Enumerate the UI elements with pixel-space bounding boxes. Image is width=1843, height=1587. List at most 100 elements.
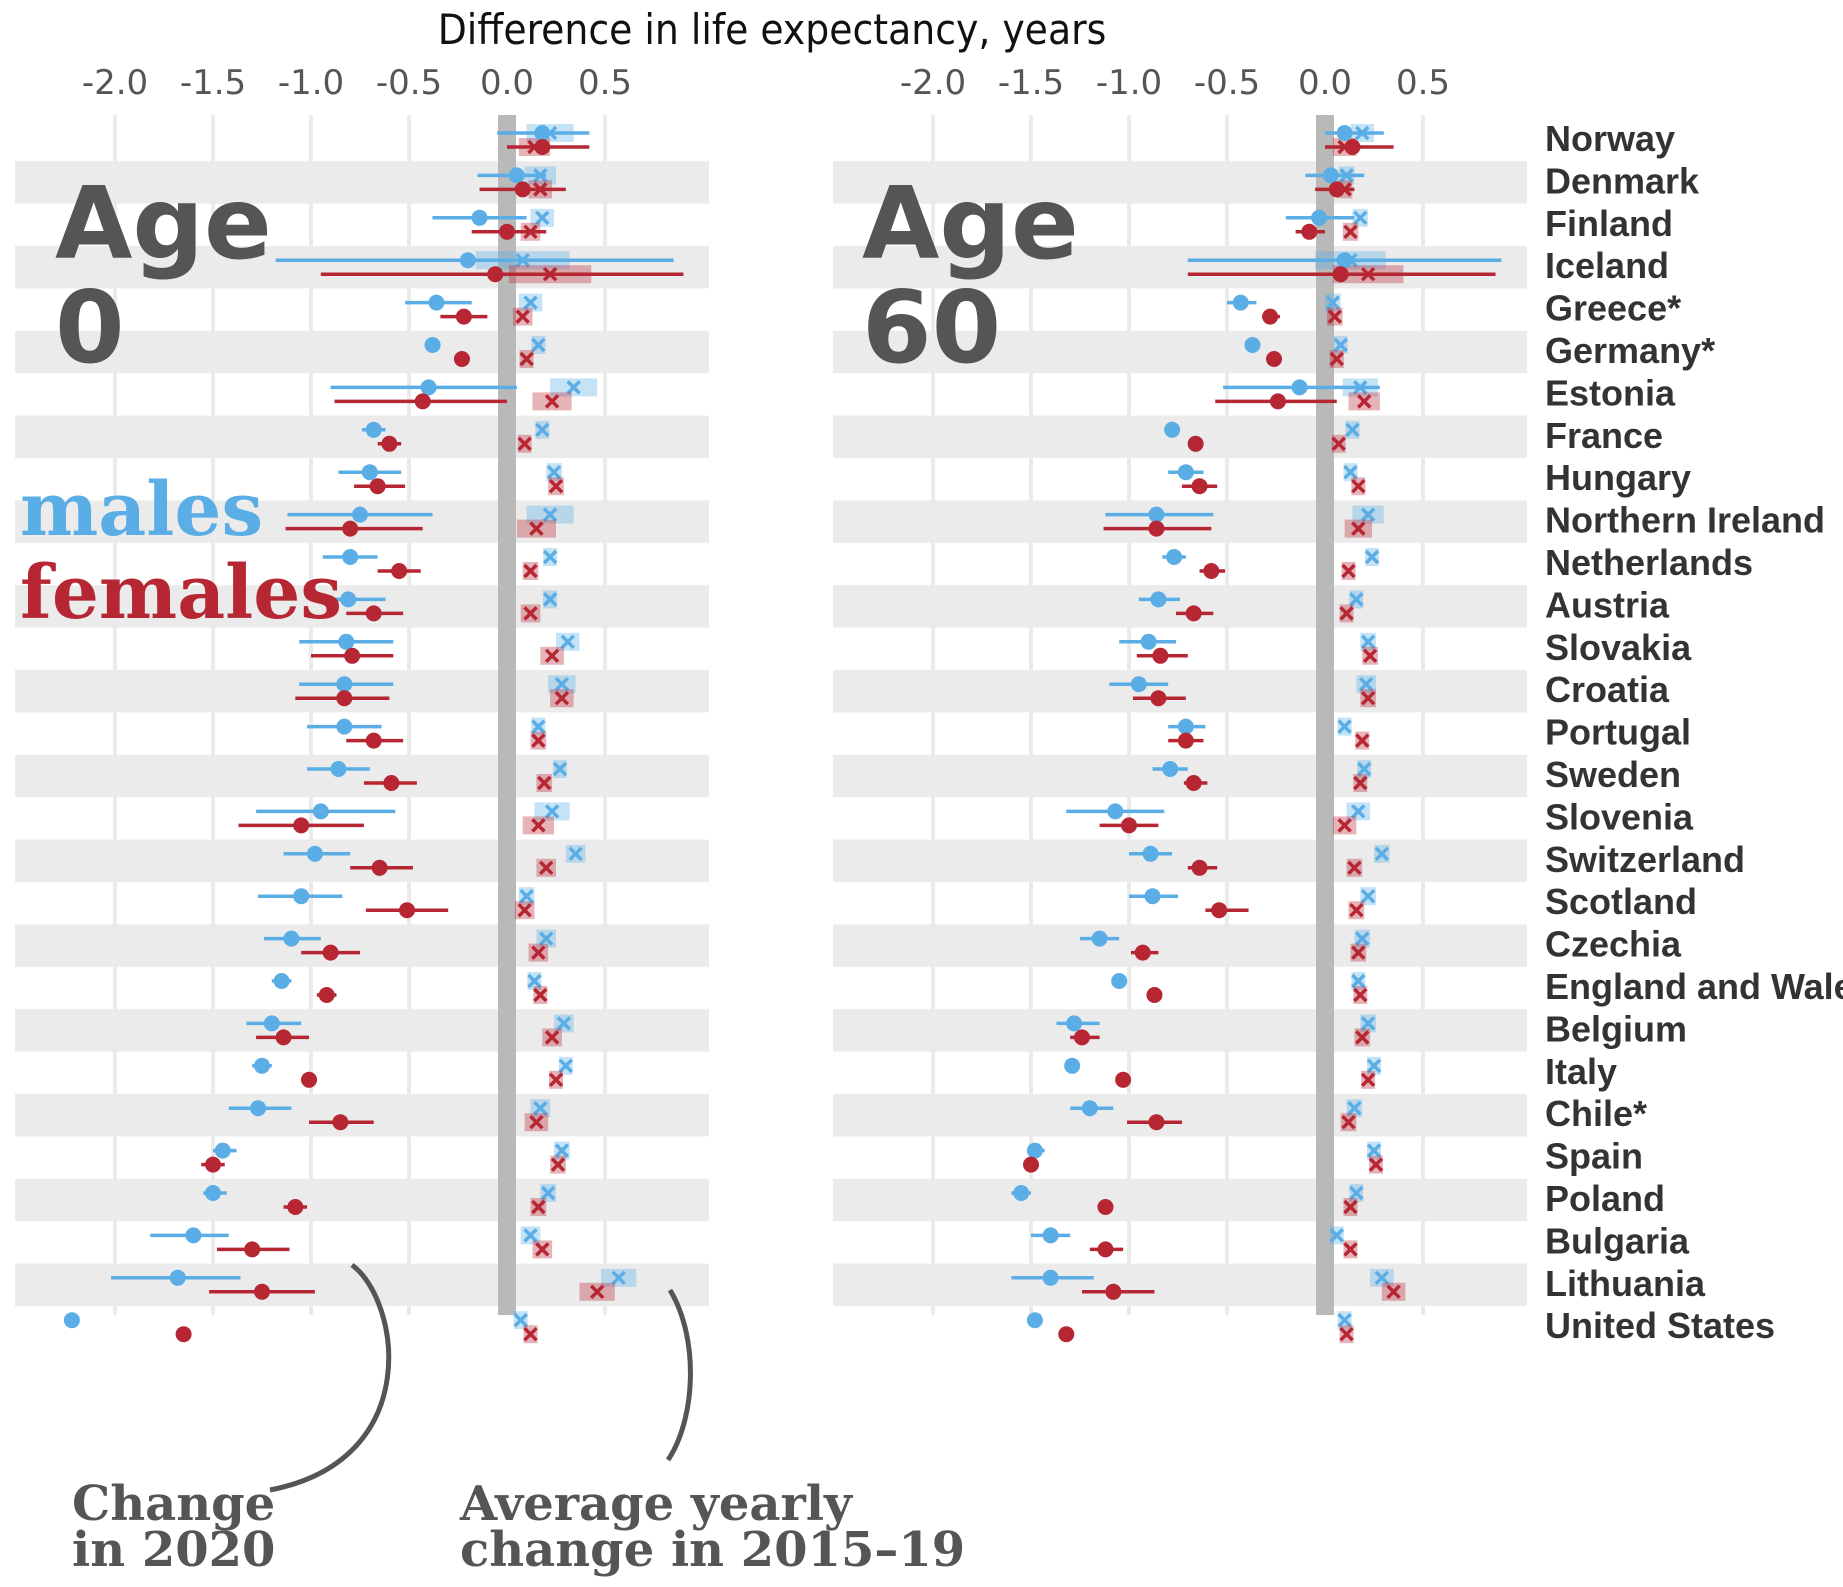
female-2020-point bbox=[365, 732, 382, 749]
female-avg-cross bbox=[1362, 648, 1378, 664]
female-2020-point bbox=[1097, 1199, 1114, 1215]
male-2020-point bbox=[263, 1015, 280, 1032]
panel-age-label: Age bbox=[862, 165, 1079, 282]
row-band bbox=[833, 754, 1527, 798]
country-label: Switzerland bbox=[1545, 839, 1745, 880]
row-band bbox=[833, 585, 1527, 628]
panel-age-value: 0 bbox=[55, 269, 125, 386]
row-band bbox=[15, 246, 709, 289]
female-avg-cross bbox=[523, 563, 538, 579]
female-2020-point bbox=[1148, 1114, 1165, 1131]
female-2020-point bbox=[301, 1071, 318, 1088]
row-band bbox=[15, 1094, 709, 1137]
female-avg-cross bbox=[1360, 690, 1376, 706]
row-band bbox=[15, 161, 709, 204]
male-avg-cross bbox=[1329, 1228, 1344, 1243]
female-avg-cross bbox=[529, 1114, 544, 1130]
gridlines bbox=[113, 115, 1425, 1315]
female-avg-cross bbox=[544, 394, 560, 409]
row-band bbox=[15, 1178, 709, 1222]
male-2020-point bbox=[1166, 549, 1183, 565]
female-2020-point bbox=[254, 1283, 270, 1300]
country-label: Spain bbox=[1545, 1136, 1643, 1177]
male-avg-cross bbox=[1366, 1058, 1382, 1074]
annotation-change-2020: Change bbox=[72, 1476, 275, 1532]
female-avg-cross bbox=[589, 1284, 605, 1300]
male-2020-point bbox=[312, 803, 329, 820]
female-avg-cross bbox=[1337, 818, 1352, 833]
male-avg-cross bbox=[542, 592, 558, 607]
female-avg-cross bbox=[554, 690, 570, 706]
male-2020-point bbox=[534, 125, 551, 141]
male-2020-point bbox=[342, 549, 359, 565]
male-2020-point bbox=[1026, 1142, 1043, 1159]
zero-bands bbox=[498, 115, 1334, 1315]
male-2020-point bbox=[365, 421, 382, 438]
female-2020-point bbox=[383, 775, 400, 791]
row-band bbox=[833, 1263, 1527, 1306]
female-2020-point bbox=[244, 1241, 261, 1258]
country-label: France bbox=[1545, 415, 1663, 456]
female-avg-cross bbox=[538, 860, 554, 876]
male-avg-cross bbox=[568, 846, 583, 862]
female-avg-cross bbox=[1353, 987, 1368, 1003]
country-label: United States bbox=[1545, 1305, 1775, 1346]
female-avg-cross bbox=[1349, 902, 1364, 918]
male-2020-point bbox=[338, 633, 355, 650]
row-bands bbox=[15, 161, 1527, 1306]
male-2020-point bbox=[273, 973, 290, 989]
female-2020-point bbox=[414, 393, 431, 410]
female-avg-cross bbox=[548, 1072, 564, 1088]
row-band bbox=[15, 754, 709, 798]
male-avg-cross bbox=[519, 888, 534, 904]
row-band bbox=[833, 839, 1527, 882]
country-label: Netherlands bbox=[1545, 542, 1753, 583]
male-2020-point bbox=[1107, 803, 1124, 820]
row-band bbox=[15, 839, 709, 882]
female-avg-cross bbox=[531, 945, 546, 960]
female-avg-cross bbox=[1343, 1242, 1358, 1257]
male-2020-point bbox=[1162, 761, 1179, 777]
male-avg-cross bbox=[523, 295, 538, 310]
country-label: Chile* bbox=[1545, 1093, 1647, 1134]
male-2020-point bbox=[283, 930, 300, 947]
male-avg-cross bbox=[1374, 846, 1390, 862]
male-2020-point bbox=[1291, 379, 1308, 396]
male-2020-point bbox=[420, 379, 437, 396]
male-avg-cross bbox=[558, 1058, 574, 1074]
female-avg-cross bbox=[517, 902, 532, 918]
female-avg-cross bbox=[1343, 224, 1358, 240]
x-tick-label: 0.0 bbox=[1298, 63, 1352, 103]
female-2020-point bbox=[1121, 817, 1137, 834]
female-2020-point bbox=[534, 139, 551, 155]
male-2020-point bbox=[1244, 337, 1261, 353]
female-2020-point bbox=[293, 817, 310, 834]
panel-age-label: Age bbox=[55, 165, 272, 282]
zero-line-band bbox=[498, 115, 516, 1315]
male-avg-cross bbox=[523, 1228, 538, 1243]
male-avg-cross bbox=[1345, 422, 1360, 438]
male-avg-cross bbox=[560, 634, 575, 650]
male-avg-cross bbox=[1333, 337, 1348, 353]
x-tick-label: -2.0 bbox=[82, 63, 148, 103]
female-avg-cross bbox=[531, 818, 546, 833]
female-avg-cross bbox=[1341, 563, 1356, 579]
male-avg-cross bbox=[535, 210, 550, 226]
country-label: Hungary bbox=[1545, 457, 1691, 498]
country-label: Estonia bbox=[1545, 372, 1676, 413]
male-avg-cross bbox=[1343, 464, 1358, 480]
male-avg-cross bbox=[554, 1143, 570, 1158]
female-2020-point bbox=[1332, 266, 1349, 283]
female-2020-point bbox=[1266, 351, 1283, 367]
male-2020-point bbox=[205, 1185, 221, 1201]
x-tick-label: 0.0 bbox=[480, 63, 534, 103]
male-avg-cross bbox=[1358, 676, 1374, 692]
male-avg-cross bbox=[1366, 1143, 1382, 1158]
female-2020-point bbox=[1134, 944, 1151, 961]
female-2020-point bbox=[1185, 605, 1202, 622]
male-avg-cross bbox=[544, 804, 560, 819]
average-change-marks bbox=[475, 124, 1406, 1344]
country-label: Italy bbox=[1545, 1051, 1617, 1092]
male-2020-point bbox=[459, 252, 476, 269]
